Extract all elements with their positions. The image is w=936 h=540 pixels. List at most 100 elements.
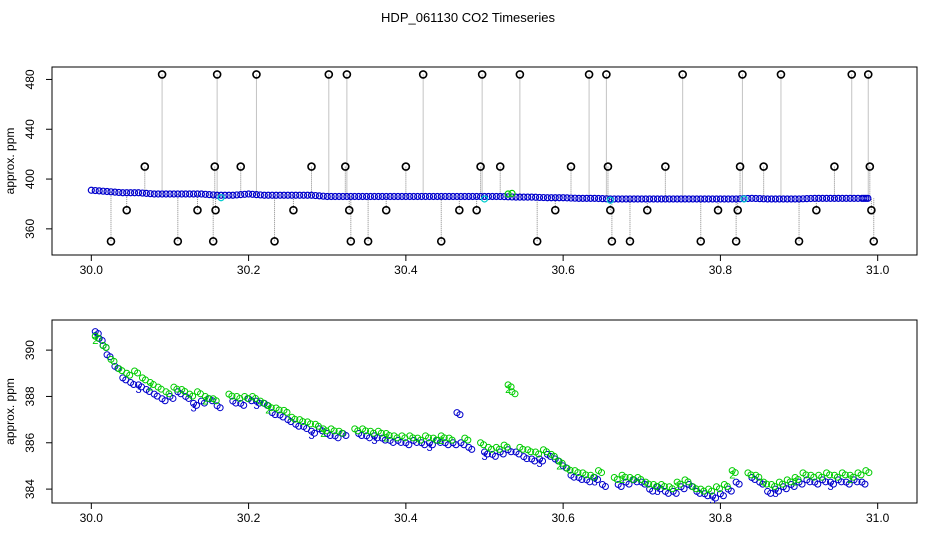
- data-point: [723, 482, 731, 490]
- data-point: [252, 191, 261, 199]
- data-point: [366, 192, 375, 201]
- data-point: [295, 422, 303, 430]
- data-point: [653, 195, 662, 203]
- data-point: [846, 194, 854, 202]
- point-label: 3: [482, 451, 488, 463]
- data-point: [767, 195, 776, 203]
- data-point: [377, 429, 385, 437]
- data-point: [661, 162, 670, 171]
- data-point: [786, 478, 794, 486]
- data-point: [822, 194, 831, 202]
- data-point: [338, 429, 346, 437]
- data-point: [649, 487, 657, 495]
- data-point: [728, 195, 736, 203]
- data-point: [437, 192, 445, 201]
- data-point: [165, 390, 173, 398]
- data-point: [346, 237, 356, 246]
- data-point: [778, 480, 786, 488]
- data-point: [413, 438, 421, 446]
- data-point: [578, 476, 586, 484]
- data-point: [602, 70, 611, 79]
- data-point: [618, 195, 626, 203]
- data-point: [744, 194, 752, 203]
- data-point: [280, 191, 288, 199]
- data-point: [477, 70, 487, 79]
- data-point: [299, 418, 307, 426]
- y-tick-label: 386: [23, 432, 37, 452]
- data-point: [672, 489, 680, 497]
- data-point: [571, 194, 579, 202]
- data-point: [771, 195, 780, 203]
- data-point: [410, 192, 418, 201]
- data-point: [712, 195, 721, 203]
- data-point: [559, 194, 567, 202]
- data-point: [712, 494, 720, 502]
- y-tick-label: 480: [23, 69, 37, 89]
- point-label: 2: [847, 474, 853, 486]
- data-point: [704, 492, 712, 500]
- x-tick-label: 30.6: [551, 263, 575, 277]
- data-point: [673, 195, 681, 203]
- point-label: 3: [426, 442, 432, 454]
- data-point: [613, 476, 621, 484]
- data-point: [740, 195, 748, 203]
- data-point: [512, 193, 520, 201]
- data-point: [763, 195, 772, 203]
- data-point: [802, 471, 810, 479]
- data-point: [166, 190, 174, 198]
- data-point: [432, 436, 440, 444]
- data-point: [268, 191, 276, 199]
- data-point: [853, 478, 861, 486]
- data-point: [760, 195, 768, 203]
- data-point: [283, 408, 291, 416]
- y-tick-label: 360: [23, 219, 37, 239]
- point-label: 3: [655, 486, 661, 498]
- data-point: [173, 385, 181, 393]
- data-point: [677, 195, 685, 203]
- data-point: [504, 190, 512, 198]
- data-point: [798, 480, 806, 488]
- point-label: 2: [383, 433, 389, 445]
- data-point: [236, 162, 246, 171]
- data-point: [385, 432, 393, 440]
- data-point: [558, 459, 566, 467]
- data-point: [507, 448, 515, 456]
- data-point: [812, 205, 821, 215]
- data-point: [138, 189, 147, 197]
- data-point: [491, 452, 499, 460]
- data-point: [579, 194, 587, 202]
- data-point: [216, 404, 224, 412]
- data-point: [342, 432, 350, 440]
- point-label: 2: [505, 384, 511, 396]
- data-point: [465, 192, 473, 201]
- data-point: [713, 205, 723, 215]
- point-label: 2: [792, 477, 798, 489]
- data-point: [847, 70, 857, 79]
- point-label: 3: [772, 488, 778, 500]
- data-point: [539, 457, 547, 465]
- data-point: [527, 448, 535, 456]
- data-point: [94, 334, 102, 342]
- data-point: [425, 192, 434, 201]
- data-point: [331, 192, 339, 201]
- point-label: 2: [674, 481, 680, 493]
- data-point: [210, 162, 220, 171]
- data-point: [107, 188, 115, 196]
- data-point: [791, 195, 799, 203]
- y-tick-label: 390: [23, 340, 37, 360]
- data-point: [865, 162, 875, 171]
- point-label: 2: [729, 470, 735, 482]
- top-panel: 30.0 30.2 30.4 30.6 30.8 31.0 360 400 440 480 appr…: [3, 66, 918, 277]
- data-point: [610, 195, 618, 203]
- data-point: [189, 190, 198, 198]
- data-point: [197, 190, 206, 198]
- data-point: [296, 191, 304, 199]
- data-point: [716, 195, 725, 203]
- plot-area: [87, 70, 879, 246]
- data-point: [507, 383, 515, 391]
- data-point: [669, 195, 677, 203]
- data-point: [865, 469, 873, 477]
- data-point: [189, 392, 197, 400]
- data-point: [584, 70, 594, 79]
- data-point: [755, 473, 763, 481]
